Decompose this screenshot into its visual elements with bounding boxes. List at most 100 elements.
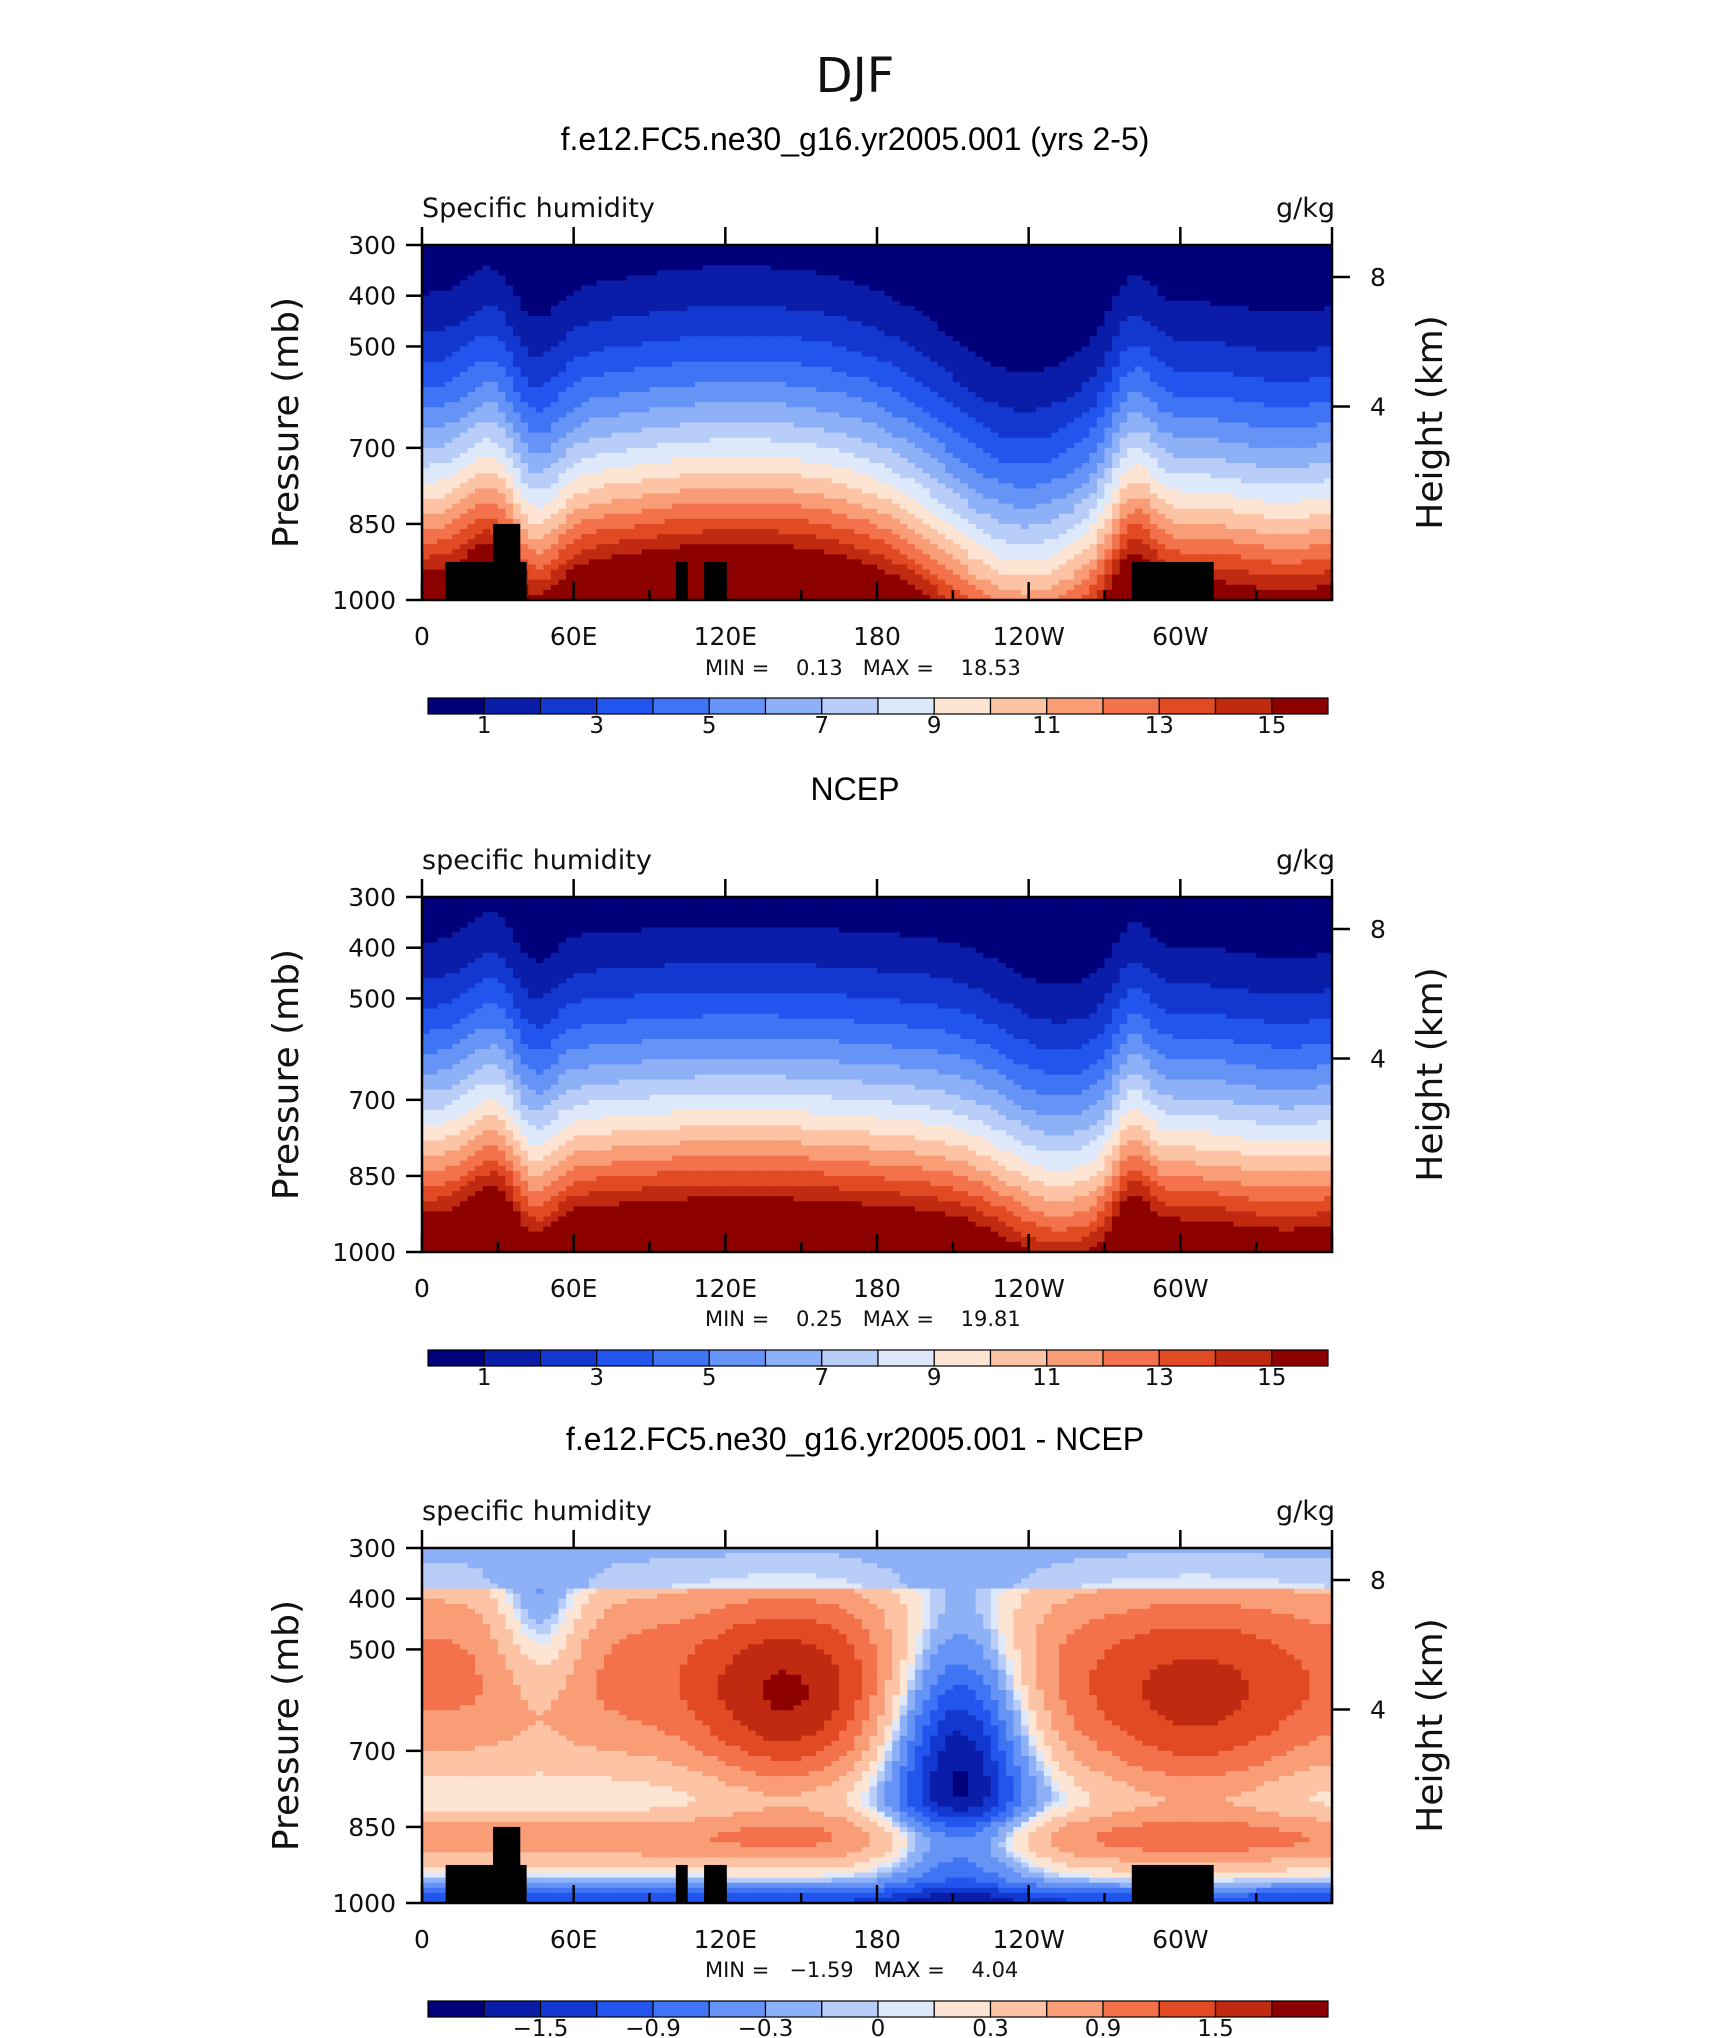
field-cell [945,443,953,449]
field-cell [536,336,544,342]
field-cell [839,412,847,418]
field-cell [1287,392,1295,398]
field-cell [1196,433,1204,439]
field-cell [528,341,536,347]
field-cell [1173,428,1181,434]
field-cell [634,260,642,266]
field-cell [1165,352,1173,358]
field-cell [452,265,460,271]
field-cell [847,402,855,408]
field-cell [786,448,794,454]
field-cell [490,377,498,383]
field-cell [1014,260,1022,266]
field-cell [976,428,984,434]
field-cell [1059,270,1067,276]
field-cell [650,407,658,413]
field-cell [1014,336,1022,342]
field-cell [513,316,521,322]
field-cell [1218,286,1226,292]
field-cell [885,255,893,261]
field-cell [1135,438,1143,444]
field-cell [945,453,953,459]
field-cell [801,316,809,322]
field-cell [1082,367,1090,373]
field-cell [1264,417,1272,423]
field-cell [816,326,824,332]
field-cell [1241,402,1249,408]
field-cell [596,311,604,317]
field-cell [763,296,771,302]
field-cell [938,326,946,332]
field-cell [475,270,483,276]
field-cell [521,336,529,342]
field-cell [1226,250,1234,256]
field-cell [1165,255,1173,261]
field-cell [983,443,991,449]
field-cell [543,372,551,378]
field-cell [1203,407,1211,413]
field-cell [786,275,794,281]
field-cell [718,412,726,418]
field-cell [1241,341,1249,347]
field-cell [1317,291,1325,297]
field-cell [1120,417,1128,423]
field-cell [1142,438,1150,444]
field-cell [1059,296,1067,302]
field-cell [566,423,574,429]
field-cell [513,275,521,281]
field-cell [824,326,832,332]
field-cell [604,443,612,449]
field-cell [907,265,915,271]
field-cell [498,382,506,388]
field-cell [892,382,900,388]
field-cell [998,423,1006,429]
field-cell [1226,270,1234,276]
field-cell [1317,423,1325,429]
field-cell [1317,316,1325,322]
field-cell [521,291,529,297]
field-cell [1188,275,1196,281]
field-cell [642,433,650,439]
field-cell [657,362,665,368]
field-cell [976,321,984,327]
field-cell [521,417,529,423]
field-cell [968,265,976,271]
field-cell [1067,423,1075,429]
field-cell [703,357,711,363]
field-cell [657,438,665,444]
field-cell [778,453,786,459]
field-cell [976,306,984,312]
field-cell [809,357,817,363]
field-cell [748,433,756,439]
field-cell [1074,326,1082,332]
field-cell [703,260,711,266]
field-cell [733,352,741,358]
field-cell [847,443,855,449]
field-cell [612,341,620,347]
field-cell [1036,357,1044,363]
field-cell [1233,402,1241,408]
field-cell [1089,265,1097,271]
field-cell [930,326,938,332]
field-cell [566,407,574,413]
field-cell [892,265,900,271]
field-cell [763,291,771,297]
field-cell [1135,270,1143,276]
field-cell [915,250,923,256]
field-cell [869,250,877,256]
field-cell [1150,443,1158,449]
field-cell [1287,372,1295,378]
field-cell [1180,281,1188,287]
field-cell [1036,372,1044,378]
field-cell [1294,336,1302,342]
field-cell [1196,270,1204,276]
field-cell [1120,433,1128,439]
field-cell [1044,357,1052,363]
field-cell [907,362,915,368]
field-cell [968,357,976,363]
field-cell [1294,438,1302,444]
field-cell [1120,281,1128,287]
field-cell [452,438,460,444]
field-cell [771,377,779,383]
field-cell [869,357,877,363]
